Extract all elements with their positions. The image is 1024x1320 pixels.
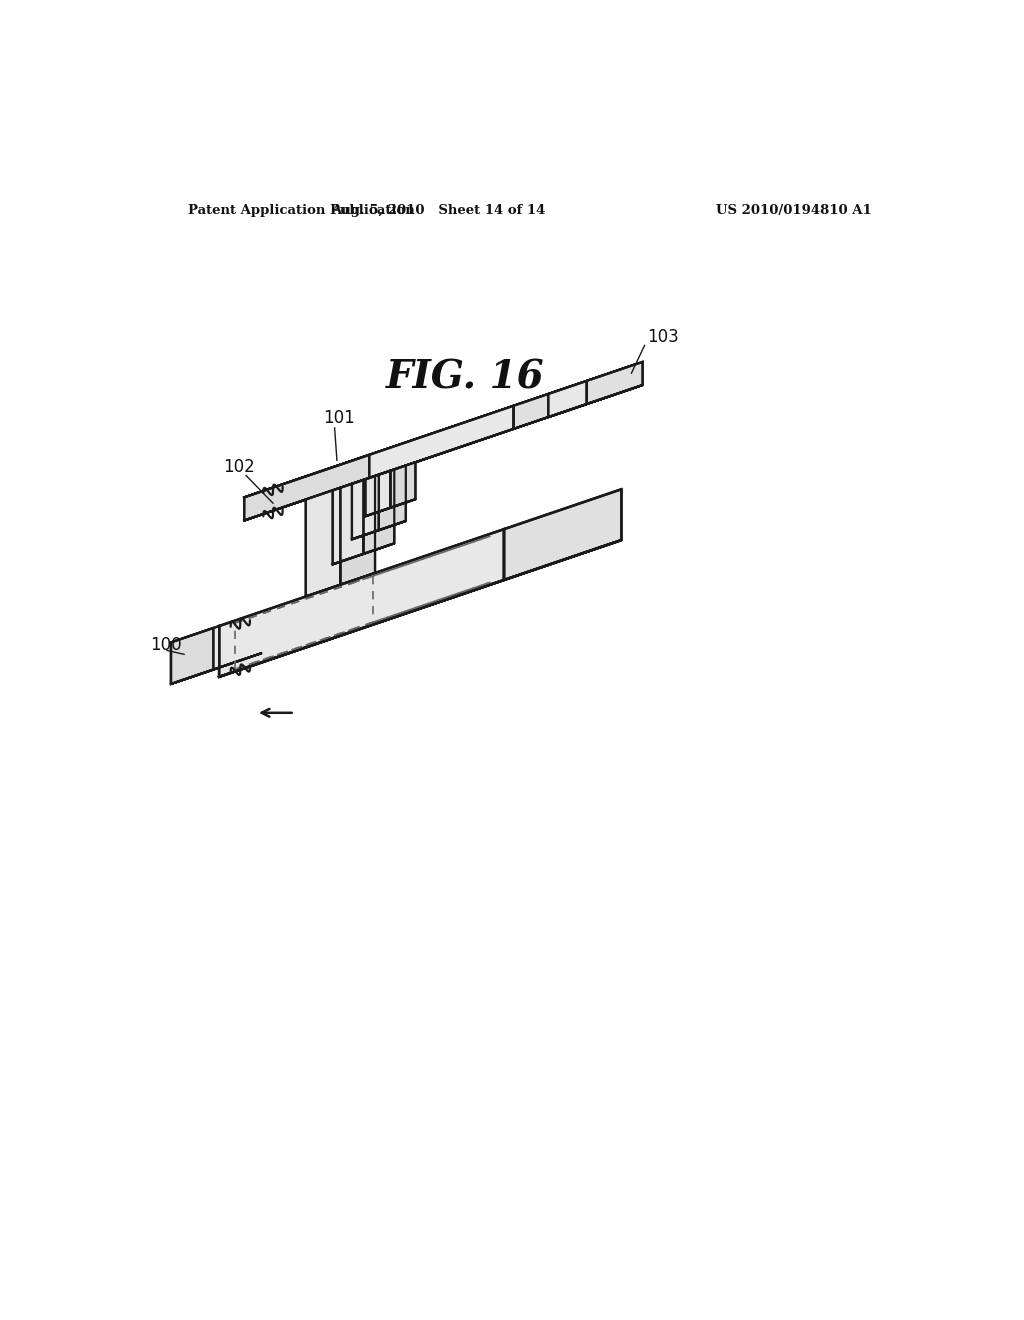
Polygon shape — [390, 462, 416, 508]
Polygon shape — [342, 462, 418, 487]
Polygon shape — [346, 459, 425, 486]
Text: 100: 100 — [151, 636, 182, 655]
Text: Patent Application Publication: Patent Application Publication — [188, 205, 415, 218]
Text: US 2010/0194810 A1: US 2010/0194810 A1 — [716, 205, 871, 218]
Polygon shape — [333, 544, 394, 565]
Polygon shape — [352, 475, 379, 540]
Polygon shape — [587, 362, 643, 404]
Polygon shape — [366, 471, 390, 516]
Text: 102: 102 — [223, 458, 255, 477]
Polygon shape — [514, 363, 639, 429]
Polygon shape — [244, 387, 639, 520]
Polygon shape — [171, 628, 213, 684]
Polygon shape — [504, 490, 622, 579]
Polygon shape — [335, 458, 427, 490]
Polygon shape — [339, 457, 433, 488]
Polygon shape — [366, 499, 416, 516]
Text: 103: 103 — [647, 329, 679, 346]
Polygon shape — [306, 488, 340, 597]
Polygon shape — [352, 521, 406, 540]
Polygon shape — [548, 385, 643, 417]
Polygon shape — [342, 461, 419, 487]
Polygon shape — [171, 626, 219, 684]
Polygon shape — [379, 466, 406, 531]
Polygon shape — [333, 480, 364, 565]
Polygon shape — [364, 470, 394, 554]
Text: Aug. 5, 2010   Sheet 14 of 14: Aug. 5, 2010 Sheet 14 of 14 — [332, 205, 546, 218]
Polygon shape — [171, 653, 261, 684]
Polygon shape — [219, 529, 504, 677]
Polygon shape — [306, 573, 375, 597]
Polygon shape — [244, 363, 639, 498]
Polygon shape — [548, 381, 587, 417]
Polygon shape — [219, 540, 622, 677]
Polygon shape — [244, 455, 370, 520]
Text: FIG. 16: FIG. 16 — [386, 359, 545, 397]
Polygon shape — [340, 477, 375, 585]
Polygon shape — [335, 459, 425, 490]
Polygon shape — [244, 405, 514, 520]
Text: 101: 101 — [323, 409, 354, 428]
